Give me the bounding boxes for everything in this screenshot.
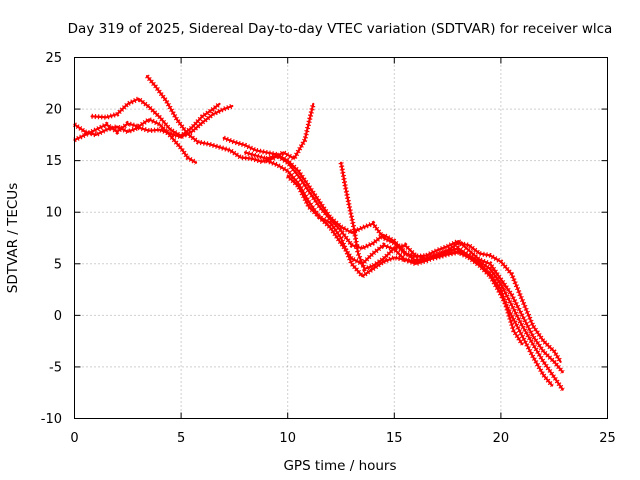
x-tick-label: 25 [599, 431, 616, 446]
y-tick-label: -5 [49, 360, 62, 375]
data-traces [73, 74, 565, 392]
sat-trace-9 [339, 161, 562, 363]
sat-trace-3-markers [91, 95, 222, 139]
y-tick-labels: -10 -5 0 5 10 15 20 25 [41, 51, 62, 427]
axis-ticks [74, 57, 608, 419]
x-tick-label: 5 [177, 431, 185, 446]
y-tick-label: 0 [54, 309, 62, 324]
sat-trace-6-markers [244, 150, 565, 392]
x-tick-labels: 0 5 10 15 20 25 [70, 431, 615, 446]
y-tick-label: 10 [45, 206, 62, 221]
y-tick-label: 25 [45, 51, 62, 66]
y-tick-label: 5 [54, 257, 62, 272]
x-tick-label: 0 [70, 431, 78, 446]
chart-title: Day 319 of 2025, Sidereal Day-to-day VTE… [68, 21, 613, 37]
y-tick-label: 20 [45, 103, 62, 118]
plot-frame [74, 57, 608, 419]
sat-trace-2 [73, 118, 198, 164]
y-tick-label: -10 [41, 412, 62, 427]
sat-trace-1-markers [73, 103, 234, 140]
x-axis-label: GPS time / hours [283, 458, 396, 474]
x-tick-label: 15 [386, 431, 403, 446]
x-tick-label: 20 [493, 431, 510, 446]
sat-trace-4-markers [145, 74, 316, 165]
sat-trace-8 [286, 175, 524, 346]
x-tick-label: 10 [279, 431, 296, 446]
y-tick-label: 15 [45, 154, 62, 169]
sat-trace-5-markers [222, 135, 565, 374]
y-axis-label: SDTVAR / TECUs [5, 183, 21, 293]
